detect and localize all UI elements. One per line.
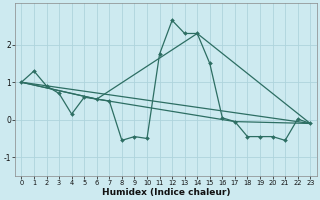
X-axis label: Humidex (Indice chaleur): Humidex (Indice chaleur): [101, 188, 230, 197]
